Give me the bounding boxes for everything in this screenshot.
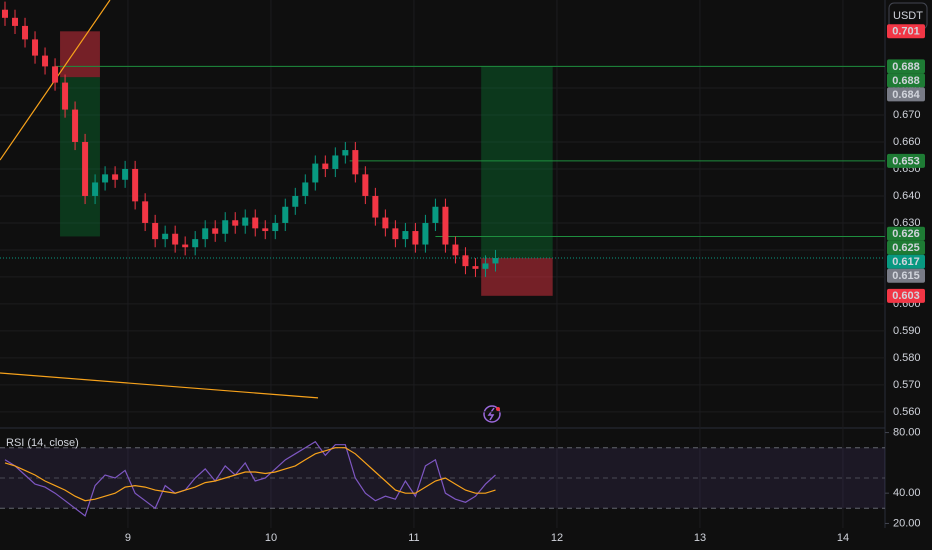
candle-body [52,66,59,83]
x-tick-label: 14 [837,532,849,544]
candle-body [322,163,329,169]
price-badge-label: 0.603 [892,290,920,302]
price-badge [887,153,925,168]
y-tick-label: 0.670 [893,109,921,121]
price-badge [887,226,925,241]
candle-body [282,206,289,223]
candle-body [462,255,469,267]
candle-body [162,233,169,240]
y-tick-label: 0.630 [893,217,921,229]
candle-body [382,217,389,229]
candle-body [342,150,349,156]
candle-body [122,168,129,180]
candle-body [32,39,39,56]
price-badge-label: 0.615 [892,270,920,282]
candle-body [252,217,259,229]
candle-body [332,155,339,169]
rsi-tick-label: 80.00 [893,426,921,438]
candle-body [402,231,409,240]
candle-body [472,266,479,269]
candle-body [422,222,429,245]
candle-body [12,17,19,26]
candle-body [102,174,109,183]
candle-body [312,163,319,183]
price-badge-label: 0.688 [892,61,920,73]
price-badge-label: 0.626 [892,228,920,240]
candle-body [392,228,399,240]
candle-body [62,82,69,110]
price-badge [887,254,925,269]
position-target [481,66,553,259]
price-badge [887,240,925,255]
x-tick-label: 10 [265,532,277,544]
price-badge-label: 0.625 [892,242,920,254]
candle-body [202,228,209,240]
candle-body [92,182,99,196]
candle-body [192,239,199,248]
candle-body [112,174,119,180]
candle-body [132,168,139,202]
y-tick-label: 0.580 [893,352,921,364]
candle-body [492,258,499,264]
y-tick-label: 0.560 [893,406,921,418]
price-badge-label: 0.617 [892,256,920,268]
candle-body [42,55,49,67]
y-tick-label: 0.660 [893,136,921,148]
candle-body [142,201,149,223]
candle-body [82,141,89,196]
rsi-tick-label: 40.00 [893,487,921,499]
candle-body [182,244,189,248]
price-badge-label: 0.684 [892,89,920,101]
x-tick-label: 9 [125,532,131,544]
candle-body [2,9,9,18]
x-tick-label: 12 [551,532,563,544]
price-badge-label: 0.688 [892,75,920,87]
trendline [0,372,319,399]
candle-body [272,222,279,232]
rsi-label: RSI (14, close) [6,437,79,449]
position-stop [60,31,100,78]
price-badge [887,87,925,102]
position-stop [481,258,553,296]
rsi-tick-label: 20.00 [893,517,921,529]
y-tick-label: 0.570 [893,379,921,391]
candle-body [372,195,379,218]
candle-body [262,228,269,232]
candle-body [302,182,309,196]
price-badge [887,288,925,303]
price-badge [887,59,925,74]
candle-body [412,231,419,245]
y-tick-label: 0.590 [893,325,921,337]
candle-body [482,263,489,269]
candle-body [22,25,29,40]
candle-body [432,206,439,223]
currency: USDT [893,10,923,22]
alert-dot [496,407,500,411]
candle-body [212,228,219,234]
candle-body [442,206,449,245]
candle-body [172,233,179,245]
price-badge [887,73,925,88]
price-badge-label: 0.653 [892,155,920,167]
price-badge [887,24,925,39]
candle-body [452,244,459,256]
candle-body [152,222,159,240]
candle-body [362,174,369,196]
rsi-ma-line [4,447,496,502]
candle-body [292,195,299,207]
price-badge-label: 0.701 [892,26,920,38]
x-tick-label: 11 [408,532,419,544]
alert-icon[interactable] [483,405,501,423]
price-badge [887,268,925,283]
y-tick-label: 0.640 [893,190,921,202]
candle-body [72,109,79,142]
candle-body [242,217,249,226]
candle-body [232,220,239,226]
candle-body [352,150,359,175]
candle-body [222,220,229,234]
x-tick-label: 13 [694,532,706,544]
